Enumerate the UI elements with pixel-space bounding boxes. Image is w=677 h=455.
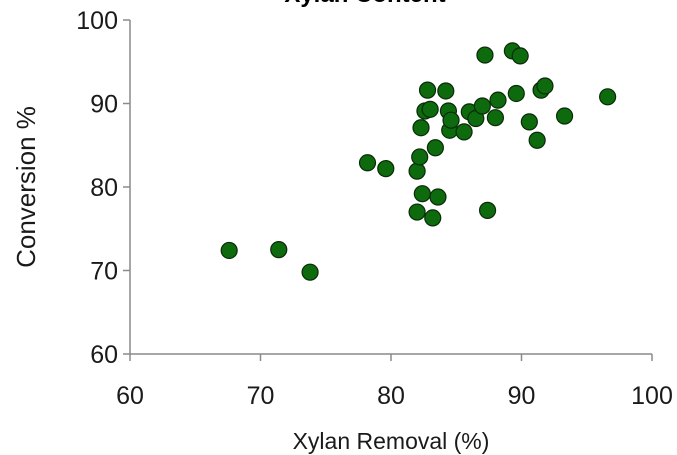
data-points [220,42,617,281]
x-tick-label: 80 [377,382,405,410]
y-ticks: 60 70 80 90 100 [76,7,130,369]
data-point [408,203,426,221]
data-point [437,82,455,100]
y-tick-label: 70 [90,258,118,286]
data-point [408,162,426,180]
y-tick-label: 80 [90,174,118,202]
data-point [358,154,377,172]
data-point [377,160,395,178]
data-point [426,139,444,157]
data-point [486,109,504,127]
data-point [421,100,439,118]
data-point [476,46,494,64]
data-point [411,148,429,166]
data-point [429,188,447,206]
y-tick-label: 90 [90,91,118,119]
data-point [507,84,525,103]
x-ticks: 60 70 80 90 100 [116,354,673,410]
data-point [536,77,554,95]
data-point [424,209,442,227]
data-point [270,241,288,259]
data-point [220,241,238,260]
x-tick-label: 60 [116,382,144,410]
data-point [418,81,437,99]
chart-title: Xylan Content [284,0,445,8]
data-point [528,131,546,149]
data-point [301,263,319,281]
x-tick-label: 100 [631,382,673,410]
y-tick-label: 60 [90,341,118,369]
x-tick-label: 90 [508,382,536,410]
data-point [555,107,574,125]
x-tick-label: 70 [247,382,275,410]
x-axis-title: Xylan Removal (%) [293,428,490,454]
y-tick-label: 100 [76,7,118,35]
data-point [478,201,497,219]
data-point [520,113,538,131]
data-point [599,88,617,106]
data-point [473,97,491,115]
data-point [511,47,529,65]
data-point [489,91,507,109]
data-point [455,123,473,141]
data-point [413,185,431,203]
data-point [442,111,460,129]
axes [129,20,652,355]
y-axis-title: Conversion % [11,106,41,268]
data-point [412,119,430,137]
